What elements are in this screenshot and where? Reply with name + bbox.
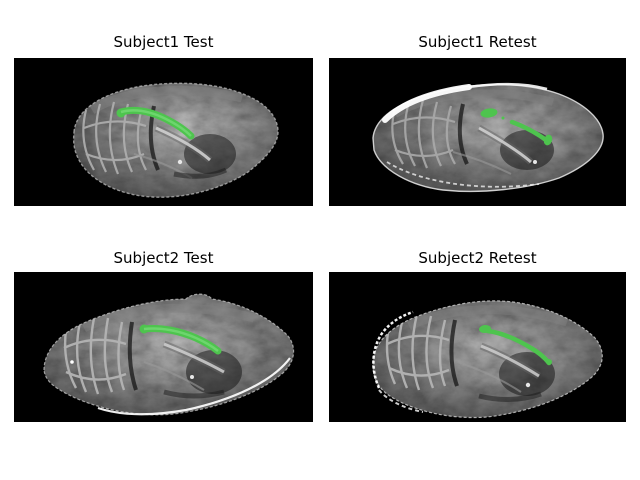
hippocampus-band	[478, 126, 532, 164]
cerebellar-cleft	[457, 103, 469, 165]
cerebellum-folia	[63, 317, 127, 395]
panel-subject2-test	[14, 272, 313, 422]
brain-mri-image	[329, 272, 626, 422]
brain-mri-image	[14, 58, 313, 206]
panel-title-subject2-retest: Subject2 Retest	[418, 249, 537, 267]
panel-title-subject1-retest: Subject1 Retest	[418, 33, 537, 51]
thalamus-region	[500, 130, 554, 170]
tract-overlay	[480, 108, 553, 146]
brain-mri-image	[329, 58, 626, 206]
thalamus-region	[184, 134, 236, 174]
bright-spot	[533, 160, 537, 164]
panel-subject1-test	[14, 58, 313, 206]
hippocampus-band	[155, 126, 211, 162]
cortex-band	[82, 303, 256, 333]
panel-title-subject1-test: Subject1 Test	[113, 33, 214, 51]
cortex-band	[407, 305, 569, 331]
hippocampus-band	[163, 342, 225, 374]
hippocampus-band	[480, 344, 540, 378]
cerebellar-cleft	[449, 319, 459, 387]
white-rim	[382, 82, 548, 188]
cerebellum-folia	[385, 313, 450, 391]
white-rim	[372, 310, 424, 413]
brain-outline	[372, 300, 603, 419]
bright-spot	[525, 382, 531, 388]
tract-overlay	[139, 324, 222, 355]
panel-subject1-retest	[329, 58, 626, 206]
panel-subject2-retest	[329, 272, 626, 422]
bright-spot	[190, 375, 194, 379]
bright-spot	[177, 159, 183, 165]
bright-spot	[70, 360, 74, 364]
white-rim	[97, 357, 291, 416]
tract-overlay	[479, 324, 552, 366]
brain-mri-image	[14, 272, 313, 422]
brain-tissue	[73, 83, 279, 198]
cortex-band	[89, 85, 244, 114]
cerebellar-cleft	[127, 321, 138, 391]
brain-outline	[72, 82, 279, 198]
brain-outline	[43, 293, 295, 416]
panel-title-subject2-test: Subject2 Test	[113, 249, 214, 267]
tract-overlay	[116, 106, 195, 140]
